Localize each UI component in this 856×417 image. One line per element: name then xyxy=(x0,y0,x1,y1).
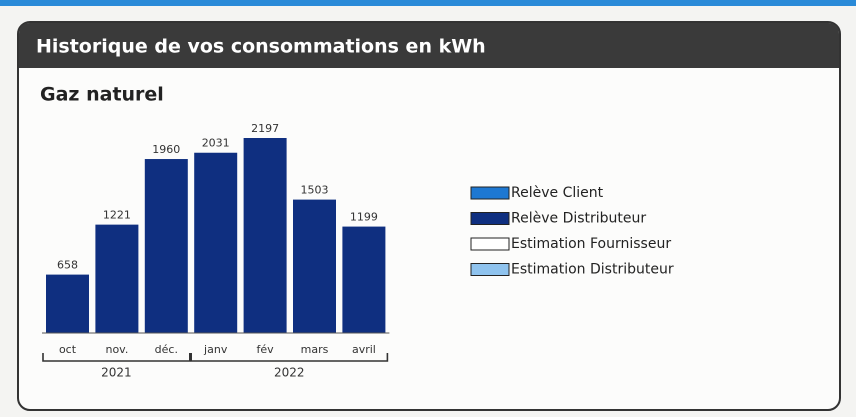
data-label: 2031 xyxy=(202,137,230,150)
bar xyxy=(293,199,336,333)
data-label: 1503 xyxy=(301,184,329,197)
data-label: 1199 xyxy=(350,211,378,224)
legend-label: Relève Client xyxy=(511,185,604,201)
legend-swatch xyxy=(470,237,510,251)
data-label: 658 xyxy=(57,259,78,272)
chart-title: Historique de vos consommations en kWh xyxy=(36,36,486,58)
bar xyxy=(342,226,386,333)
legend-label: Estimation Distributeur xyxy=(511,262,674,278)
panel-header xyxy=(19,23,839,68)
year-label: 2022 xyxy=(274,366,305,380)
data-label: 1960 xyxy=(152,143,180,156)
legend-swatch xyxy=(470,186,510,200)
x-tick-label: oct xyxy=(59,343,77,356)
year-label: 2021 xyxy=(101,366,132,380)
top-band xyxy=(0,0,856,6)
panel xyxy=(17,21,841,411)
data-label: 1221 xyxy=(103,209,131,222)
bar xyxy=(95,224,139,333)
x-tick-label: déc. xyxy=(155,343,178,356)
year-bracket xyxy=(42,353,191,362)
legend-label: Estimation Fournisseur xyxy=(511,236,671,252)
legend-swatch xyxy=(470,212,510,225)
x-tick-label: janv xyxy=(203,343,228,356)
x-tick-label: mars xyxy=(301,343,329,356)
bar xyxy=(194,152,238,333)
data-label: 2197 xyxy=(251,122,279,135)
x-tick-label: fév xyxy=(257,343,275,356)
year-bracket xyxy=(190,353,389,362)
bar xyxy=(46,274,89,333)
x-tick-label: nov. xyxy=(105,343,128,356)
legend-swatch xyxy=(470,263,510,276)
bar xyxy=(144,159,188,333)
bar xyxy=(243,138,287,333)
x-tick-label: avril xyxy=(352,343,376,356)
legend-label: Relève Distributeur xyxy=(511,211,646,227)
chart-subtitle: Gaz naturel xyxy=(40,84,164,106)
